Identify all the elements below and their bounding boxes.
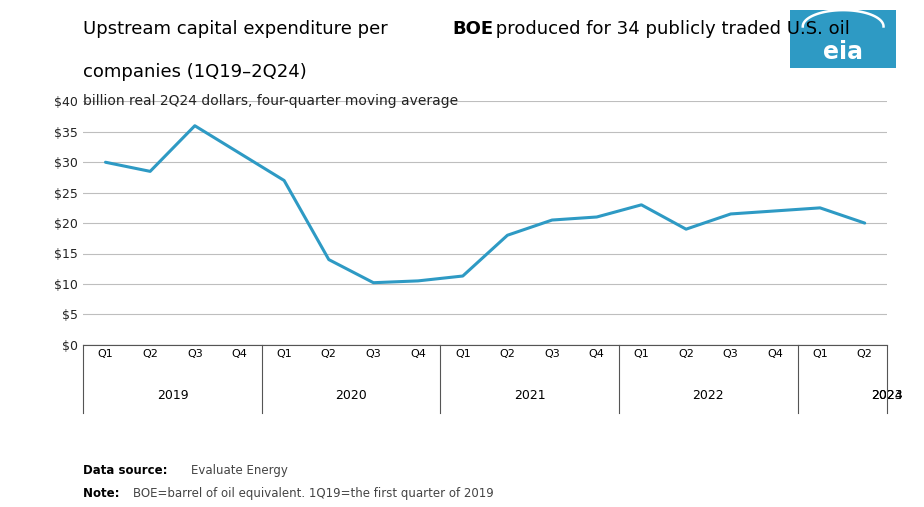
Text: 2024: 2024 xyxy=(871,388,903,402)
Text: eia: eia xyxy=(823,40,863,64)
Text: Data source:: Data source: xyxy=(83,464,172,477)
Text: BOE: BOE xyxy=(453,20,493,39)
Text: 2021: 2021 xyxy=(514,388,545,402)
Text: 2023: 2023 xyxy=(871,388,903,402)
Text: 2020: 2020 xyxy=(335,388,367,402)
Text: companies (1Q19–2Q24): companies (1Q19–2Q24) xyxy=(83,63,307,82)
Text: Evaluate Energy: Evaluate Energy xyxy=(190,464,287,477)
Text: 2022: 2022 xyxy=(693,388,724,402)
Text: BOE=barrel of oil equivalent. 1Q19=the first quarter of 2019: BOE=barrel of oil equivalent. 1Q19=the f… xyxy=(133,487,493,500)
Text: Upstream capital expenditure per: Upstream capital expenditure per xyxy=(83,20,394,39)
Text: Note:: Note: xyxy=(83,487,124,500)
Text: billion real 2Q24 dollars, four-quarter moving average: billion real 2Q24 dollars, four-quarter … xyxy=(83,94,458,108)
Text: produced for 34 publicly traded U.S. oil: produced for 34 publicly traded U.S. oil xyxy=(491,20,850,39)
Text: 2019: 2019 xyxy=(157,388,188,402)
